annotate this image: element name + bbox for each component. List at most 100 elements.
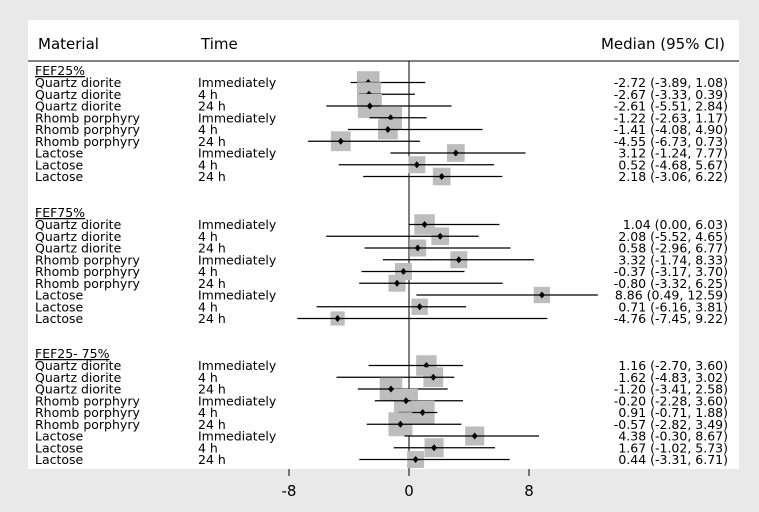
row-ci-label: 2.08 (-5.52, 4.65)	[618, 229, 728, 244]
row-time: 24 h	[198, 99, 226, 114]
median-marker	[412, 456, 419, 463]
median-marker	[334, 315, 341, 322]
row-ci-label: -2.72 (-3.89, 1.08)	[614, 75, 728, 90]
row-ci-label: 0.58 (-2.96, 6.77)	[618, 241, 728, 256]
row-material: Quartz diorite	[35, 382, 122, 397]
row-ci-label: -1.22 (-2.63, 1.17)	[614, 110, 728, 125]
row-time: 24 h	[198, 417, 226, 432]
median-marker	[400, 268, 407, 275]
row-time: 4 h	[198, 370, 218, 385]
median-marker	[403, 397, 409, 405]
row-material: Lactose	[35, 288, 84, 303]
row-time: Immediately	[198, 252, 277, 267]
header-median-ci: Median (95% CI)	[601, 35, 725, 53]
row-material: Rhomb porphyry	[35, 122, 140, 137]
row-time: Immediately	[198, 146, 277, 161]
group-title: FEF25%	[35, 63, 85, 78]
median-marker	[337, 137, 344, 145]
row-ci-label: -0.20 (-2.28, 3.60)	[614, 393, 728, 408]
row-ci-label: 0.71 (-6.16, 3.81)	[618, 299, 728, 314]
row-ci-label: 0.52 (-4.68, 5.67)	[618, 157, 728, 172]
row-time: 4 h	[198, 157, 218, 172]
row-material: Rhomb porphyry	[35, 393, 140, 408]
row-material: Rhomb porphyry	[35, 110, 140, 125]
row-time: 4 h	[198, 229, 218, 244]
row-time: Immediately	[198, 288, 277, 303]
row-material: Lactose	[35, 146, 84, 161]
row-time: Immediately	[198, 393, 277, 408]
median-marker	[384, 126, 391, 133]
row-ci-label: 3.12 (-1.24, 7.77)	[618, 146, 728, 161]
median-marker	[471, 432, 478, 440]
median-marker	[413, 161, 420, 169]
row-ci-label: 1.62 (-4.83, 3.02)	[618, 370, 728, 385]
row-time: 24 h	[198, 452, 226, 467]
row-time: 24 h	[198, 382, 226, 397]
median-marker	[414, 244, 421, 252]
row-material: Lactose	[35, 169, 84, 184]
row-time: Immediately	[198, 110, 277, 125]
row-ci-label: -0.57 (-2.82, 3.49)	[614, 417, 728, 432]
row-material: Rhomb porphyry	[35, 276, 140, 291]
row-material: Rhomb porphyry	[35, 405, 140, 420]
row-ci-label: -4.55 (-6.73, 0.73)	[614, 134, 728, 149]
row-ci-label: -0.37 (-3.17, 3.70)	[614, 264, 728, 279]
row-time: 4 h	[198, 264, 218, 279]
row-time: 4 h	[198, 440, 218, 455]
row-material: Quartz diorite	[35, 217, 122, 232]
row-ci-label: -2.67 (-3.33, 0.39)	[614, 87, 728, 102]
x-tick-label: -8	[282, 482, 297, 500]
row-time: 4 h	[198, 405, 218, 420]
row-material: Quartz diorite	[35, 75, 122, 90]
row-time: 24 h	[198, 276, 226, 291]
median-marker	[423, 362, 430, 369]
row-material: Rhomb porphyry	[35, 417, 140, 432]
row-ci-label: 2.18 (-3.06, 6.22)	[618, 169, 728, 184]
median-marker	[394, 279, 400, 287]
row-material: Rhomb porphyry	[35, 134, 140, 149]
median-marker	[452, 149, 459, 157]
row-ci-label: -2.61 (-5.51, 2.84)	[614, 99, 728, 114]
row-material: Lactose	[35, 429, 84, 444]
x-tick-label: 8	[524, 482, 534, 500]
row-material: Quartz diorite	[35, 229, 122, 244]
group-title: FEF25- 75%	[35, 346, 110, 361]
row-time: Immediately	[198, 217, 277, 232]
median-marker	[455, 256, 462, 264]
row-ci-label: 1.04 (0.00, 6.03)	[623, 217, 728, 232]
row-time: Immediately	[198, 429, 277, 444]
row-material: Quartz diorite	[35, 370, 122, 385]
median-marker	[438, 173, 445, 180]
row-ci-label: -0.80 (-3.32, 6.25)	[614, 276, 728, 291]
row-ci-label: 4.38 (-0.30, 8.67)	[618, 429, 728, 444]
median-marker	[437, 232, 444, 240]
median-marker	[431, 444, 438, 452]
median-marker	[538, 291, 545, 299]
row-time: 4 h	[198, 122, 218, 137]
median-marker	[397, 420, 404, 428]
median-marker	[421, 221, 428, 228]
median-marker	[388, 385, 394, 393]
median-marker	[387, 114, 394, 122]
row-time: 24 h	[198, 169, 226, 184]
x-tick-label: 0	[404, 482, 414, 500]
row-time: Immediately	[198, 75, 277, 90]
row-time: 24 h	[198, 311, 226, 326]
row-ci-label: 1.67 (-1.02, 5.73)	[618, 440, 728, 455]
row-material: Lactose	[35, 299, 84, 314]
row-ci-label: 1.16 (-2.70, 3.60)	[618, 358, 728, 373]
row-ci-label: -1.20 (-3.41, 2.58)	[614, 382, 728, 397]
row-ci-label: 0.91 (-0.71, 1.88)	[618, 405, 728, 420]
header-material: Material	[38, 35, 99, 53]
row-ci-label: -4.76 (-7.45, 9.22)	[614, 311, 728, 326]
row-material: Quartz diorite	[35, 358, 122, 373]
row-material: Lactose	[35, 311, 84, 326]
row-time: 24 h	[198, 134, 226, 149]
row-time: 4 h	[198, 87, 218, 102]
row-material: Quartz diorite	[35, 99, 122, 114]
row-time: Immediately	[198, 358, 277, 373]
row-ci-label: -1.41 (-4.08, 4.90)	[614, 122, 728, 137]
median-marker	[430, 373, 437, 381]
row-ci-label: 3.32 (-1.74, 8.33)	[618, 252, 728, 267]
